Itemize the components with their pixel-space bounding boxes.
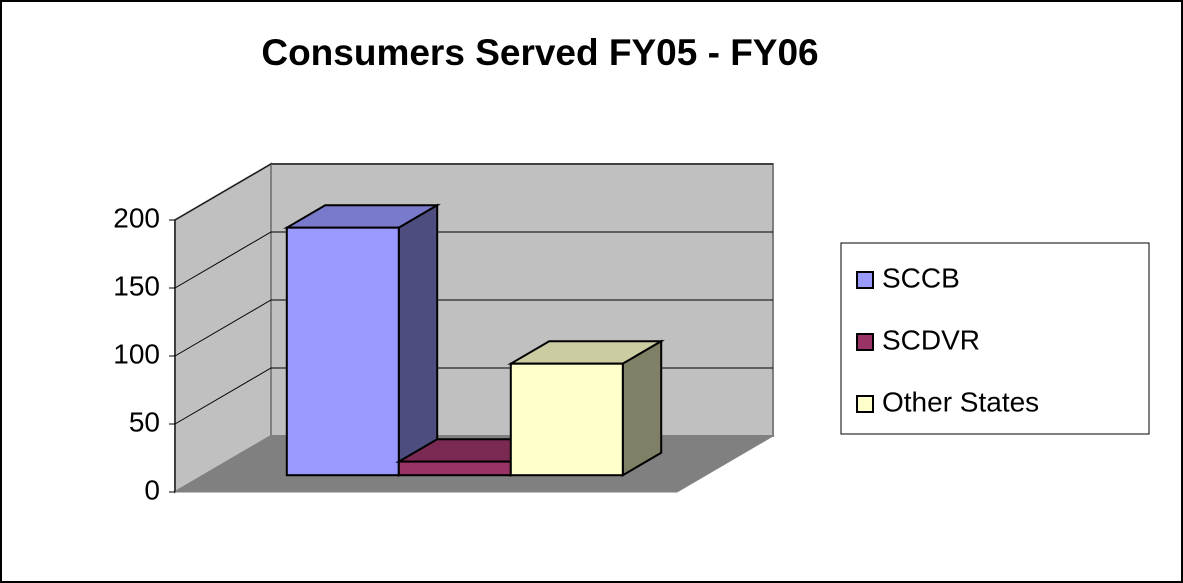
- y-tick-label: 100: [113, 338, 160, 369]
- legend-swatch: [856, 271, 874, 289]
- bar: [285, 226, 400, 477]
- legend-label: SCCB: [882, 262, 960, 293]
- y-tick-label: 0: [144, 474, 160, 505]
- y-tick-label: 200: [113, 202, 160, 233]
- grid-line: [174, 231, 773, 289]
- bar: [509, 362, 624, 477]
- y-tick-label: 150: [113, 270, 160, 301]
- bar: [397, 460, 512, 477]
- bar-side: [397, 203, 439, 477]
- legend-box: [840, 242, 1150, 435]
- legend-label: SCDVR: [882, 324, 980, 355]
- legend-swatch: [856, 395, 874, 413]
- legend-label: Other States: [882, 386, 1039, 417]
- y-tick-label: 50: [129, 406, 160, 437]
- legend-swatch: [856, 333, 874, 351]
- grid-line: [174, 299, 773, 357]
- grid-line: [174, 163, 773, 221]
- chart-title: Consumers Served FY05 - FY06: [261, 32, 818, 73]
- bar-side: [621, 339, 663, 477]
